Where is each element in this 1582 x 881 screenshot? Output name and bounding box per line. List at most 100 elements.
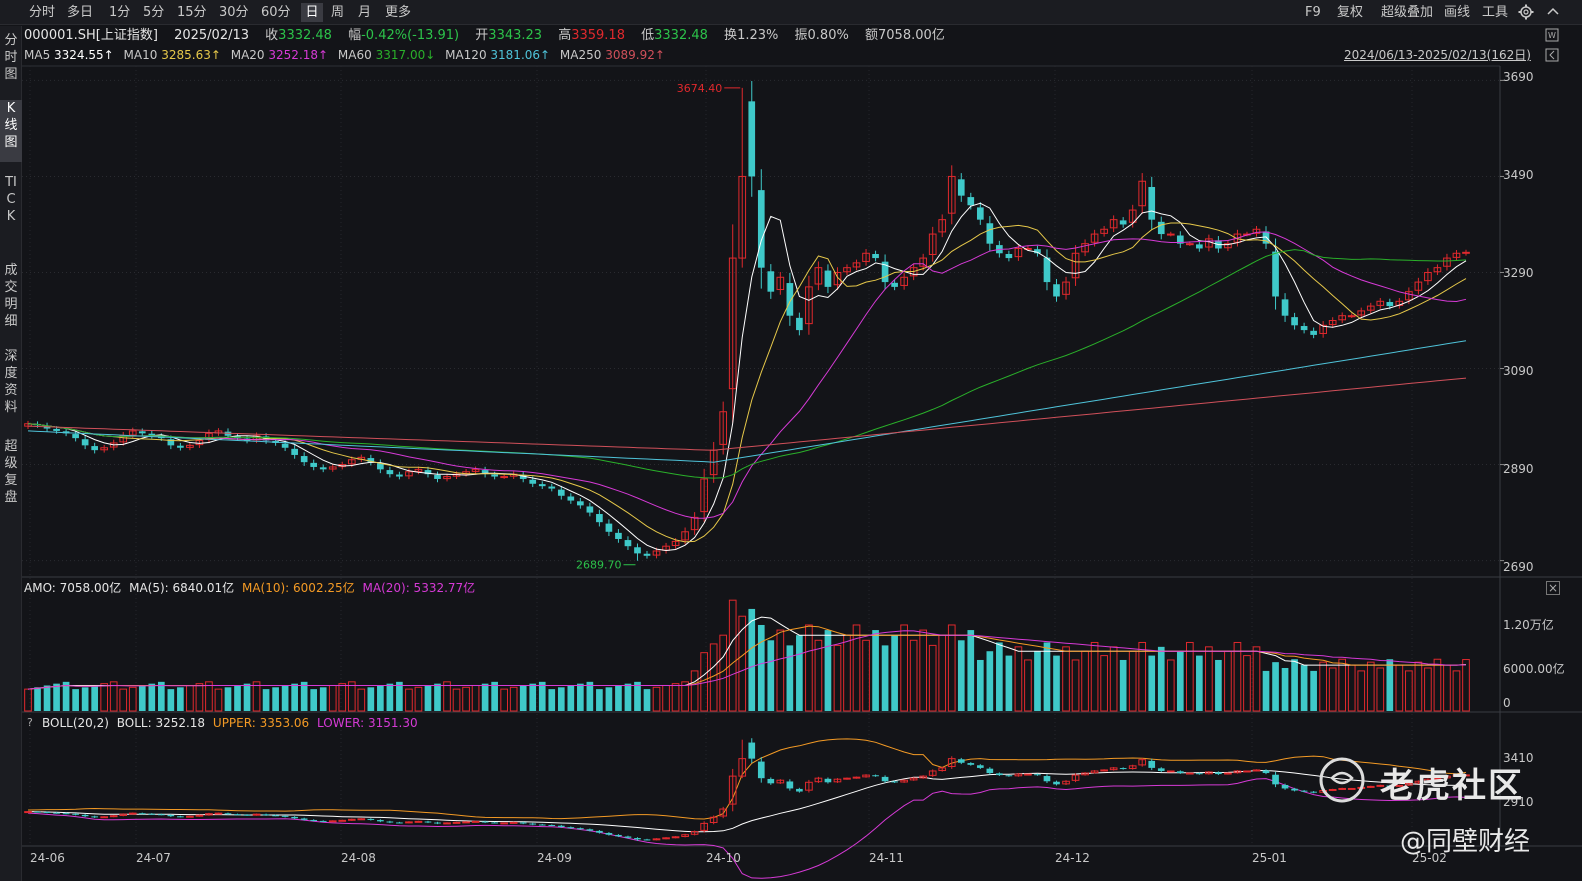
close-label: 收 — [265, 28, 279, 43]
volume-bar-down — [1300, 665, 1308, 711]
boll-candle-down — [34, 811, 41, 813]
candle-down — [1053, 284, 1060, 297]
candle-up — [805, 286, 813, 325]
adjust-button[interactable]: 复权 — [1337, 5, 1364, 20]
volume-bar-down — [1386, 659, 1394, 711]
candle-up — [1462, 251, 1470, 254]
side-tab-tick[interactable]: TICK — [5, 175, 17, 224]
help-icon[interactable]: ? — [27, 716, 33, 729]
tools-button[interactable]: 工具 — [1482, 5, 1509, 20]
stock-code: 000001.SH[上证指数] — [24, 28, 158, 43]
boll-candle-up — [452, 821, 461, 824]
side-tab-bar: 分时图 K线图 TICK 成交明细 深度资料 超级复盘 — [0, 26, 22, 881]
amo-value: AMO: 7058.00亿 — [24, 581, 122, 595]
candle-up — [1166, 233, 1175, 236]
boll-candle-up — [1100, 769, 1108, 772]
volume-bar-down — [310, 689, 318, 711]
chevron-up-icon[interactable] — [1546, 5, 1560, 19]
volume-bar-up — [833, 644, 842, 712]
boll-candle-down — [586, 829, 594, 831]
boll-candle-up — [462, 821, 470, 824]
boll-lower: LOWER: 3151.30 — [317, 716, 418, 730]
expand-icon[interactable]: W — [1545, 28, 1559, 42]
side-tab-trade-detail[interactable]: 成交明细 — [4, 263, 18, 329]
side-tab-kline[interactable]: K线图 — [0, 100, 22, 162]
period-tab-month[interactable]: 月 — [358, 5, 372, 20]
period-tab-1min[interactable]: 1分 — [109, 5, 131, 20]
volume-bar-down — [976, 659, 984, 711]
low-label: 低 — [641, 28, 655, 43]
date-range-link[interactable]: 2024/06/13-2025/02/13(162日) — [1344, 48, 1531, 62]
volume-bar-up — [328, 684, 337, 712]
volume-bar-up — [1366, 661, 1375, 712]
boll-candle-down — [1291, 788, 1298, 791]
boll-candle-down — [996, 773, 1003, 776]
period-tab-30min[interactable]: 30分 — [219, 5, 249, 20]
period-tab-fenshi[interactable]: 分时 — [29, 5, 56, 20]
period-tab-60min[interactable]: 60分 — [261, 5, 291, 20]
settings-gear-icon[interactable] — [1518, 4, 1534, 20]
boll-candle-up — [690, 831, 699, 835]
boll-candle-down — [1310, 791, 1317, 793]
volume-bar-down — [872, 630, 879, 711]
volume-bar-down — [491, 681, 498, 711]
candle-down — [396, 474, 403, 477]
side-tab-depth[interactable]: 深度资料 — [4, 349, 18, 415]
overlay-button[interactable]: 超级叠加 — [1381, 5, 1434, 20]
boll-candle-up — [119, 813, 128, 816]
volume-bar-up — [1071, 659, 1080, 712]
side-tab-replay[interactable]: 超级复盘 — [4, 439, 18, 505]
volume-bar-up — [1024, 659, 1032, 712]
candle-down — [567, 496, 575, 501]
volume-bar-down — [1034, 651, 1041, 711]
boll-candle-up — [652, 838, 661, 841]
boll-candle-up — [776, 779, 785, 784]
period-tab-15min[interactable]: 15分 — [177, 5, 207, 20]
candle-down — [634, 547, 641, 554]
close-icon[interactable]: × — [1546, 581, 1560, 595]
candle-down — [53, 428, 60, 431]
boll-candle-up — [1024, 773, 1032, 776]
boll-candle-up — [814, 777, 823, 783]
candle-down — [81, 439, 89, 446]
boll-candle-up — [414, 820, 423, 823]
boll-candle-down — [1215, 772, 1222, 775]
boll-candle-up — [338, 819, 347, 822]
boll-candle-down — [1034, 774, 1041, 776]
ma10-line — [27, 222, 1467, 543]
boll-candle-down — [81, 814, 89, 817]
volume-bar-up — [414, 686, 423, 712]
volume-bar-down — [881, 645, 889, 711]
candle-down — [1272, 251, 1279, 297]
period-tab-5min[interactable]: 5分 — [143, 5, 165, 20]
boll-candle-up — [1224, 772, 1232, 775]
boll-candle-up — [1090, 770, 1099, 774]
period-tab-day[interactable]: 日 — [301, 3, 323, 22]
candle-down — [1034, 249, 1041, 254]
volume-bar-down — [996, 642, 1003, 711]
period-tab-week[interactable]: 周 — [331, 5, 345, 20]
period-tab-multiday[interactable]: 多日 — [67, 5, 94, 20]
boll-candle-down — [43, 812, 51, 814]
boll-candle-down — [481, 821, 489, 823]
candle-up — [1405, 291, 1413, 301]
candle-up — [738, 175, 747, 259]
price-tick-2: 3290 — [1503, 266, 1534, 280]
volume-bar-down — [272, 687, 279, 711]
volume-bar-down — [138, 685, 146, 711]
period-toolbar: 分时 多日 1分 5分 15分 30分 60分 日 周 月 更多 F9 复权 超… — [0, 0, 1582, 25]
boll-candle-up — [186, 815, 194, 818]
period-tab-more[interactable]: 更多 — [385, 5, 412, 20]
side-tab-timeshare[interactable]: 分时图 — [4, 33, 18, 82]
volume-bar-up — [1062, 646, 1070, 712]
high-value: 3359.18 — [571, 28, 625, 43]
volume-bar-down — [615, 685, 622, 711]
collapse-icon[interactable] — [1545, 48, 1559, 62]
candle-down — [986, 223, 994, 244]
f9-button[interactable]: F9 — [1305, 5, 1321, 20]
boll-candle-down — [224, 813, 232, 815]
boll-candle-down — [557, 825, 565, 828]
boll-candle-up — [357, 818, 366, 821]
draw-line-button[interactable]: 画线 — [1444, 5, 1471, 20]
boll-candle-up — [719, 808, 728, 817]
